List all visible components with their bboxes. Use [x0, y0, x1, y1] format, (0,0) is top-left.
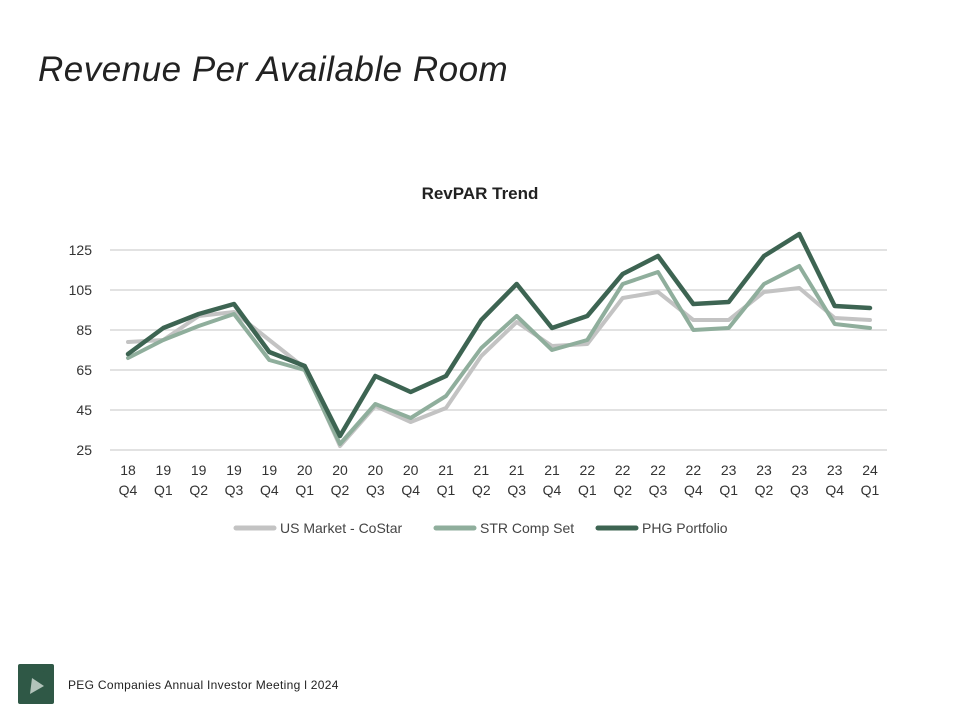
x-tick-year: 22 [580, 462, 596, 478]
x-tick-quarter: Q1 [295, 482, 314, 498]
x-tick-quarter: Q3 [649, 482, 668, 498]
x-tick-year: 23 [792, 462, 808, 478]
x-tick-quarter: Q2 [189, 482, 208, 498]
x-tick-year: 22 [686, 462, 702, 478]
series-line-str-comp [126, 264, 872, 446]
y-tick-label: 65 [76, 362, 92, 378]
x-tick-year: 19 [156, 462, 172, 478]
x-tick-quarter: Q1 [154, 482, 173, 498]
x-tick-year: 23 [756, 462, 772, 478]
x-tick-quarter: Q4 [825, 482, 844, 498]
x-tick-quarter: Q2 [755, 482, 774, 498]
x-tick-quarter: Q3 [225, 482, 244, 498]
x-tick-year: 20 [332, 462, 348, 478]
x-tick-quarter: Q2 [613, 482, 632, 498]
x-tick-year: 18 [120, 462, 136, 478]
x-tick-quarter: Q4 [119, 482, 138, 498]
x-tick-year: 20 [368, 462, 384, 478]
company-logo-icon [18, 664, 54, 704]
x-tick-quarter: Q2 [472, 482, 491, 498]
legend-label: PHG Portfolio [642, 520, 728, 536]
x-tick-year: 21 [438, 462, 454, 478]
x-tick-quarter: Q4 [401, 482, 420, 498]
x-tick-year: 24 [862, 462, 878, 478]
x-tick-quarter: Q3 [366, 482, 385, 498]
x-tick-quarter: Q1 [861, 482, 880, 498]
slide-title: Revenue Per Available Room [38, 50, 509, 89]
x-tick-quarter: Q3 [507, 482, 526, 498]
x-tick-year: 21 [544, 462, 560, 478]
x-tick-year: 22 [615, 462, 631, 478]
x-tick-year: 23 [827, 462, 843, 478]
x-tick-quarter: Q1 [719, 482, 738, 498]
x-tick-quarter: Q3 [790, 482, 809, 498]
x-tick-year: 22 [650, 462, 666, 478]
x-tick-year: 21 [474, 462, 490, 478]
x-tick-year: 20 [297, 462, 313, 478]
x-tick-quarter: Q1 [437, 482, 456, 498]
x-tick-year: 19 [191, 462, 207, 478]
series-line-phg [125, 231, 873, 439]
x-tick-year: 19 [226, 462, 242, 478]
chart-title: RevPAR Trend [422, 184, 539, 203]
legend-label: STR Comp Set [480, 520, 574, 536]
y-tick-label: 85 [76, 322, 92, 338]
x-tick-year: 19 [262, 462, 278, 478]
x-tick-year: 20 [403, 462, 419, 478]
y-tick-label: 25 [76, 442, 92, 458]
x-tick-quarter: Q4 [543, 482, 562, 498]
x-tick-quarter: Q2 [331, 482, 350, 498]
x-tick-year: 21 [509, 462, 525, 478]
legend-label: US Market - CoStar [280, 520, 402, 536]
x-tick-quarter: Q4 [260, 482, 279, 498]
footer-text: PEG Companies Annual Investor Meeting l … [68, 678, 339, 692]
x-tick-year: 23 [721, 462, 737, 478]
y-tick-label: 45 [76, 402, 92, 418]
x-tick-quarter: Q1 [578, 482, 597, 498]
x-axis-ticks: 18 Q4 19 Q1 19 Q2 19 Q3 19 Q4 20 Q1 20 Q2 20 Q3 20 Q4 21 Q1… [119, 462, 880, 498]
legend: US Market - CoStar STR Comp Set PHG Portfo… [233, 520, 728, 536]
y-axis-ticks: 25 45 65 85 105 125 [69, 242, 93, 458]
y-tick-label: 105 [69, 282, 93, 298]
y-tick-label: 125 [69, 242, 93, 258]
x-tick-quarter: Q4 [684, 482, 703, 498]
series-lines [125, 231, 873, 448]
